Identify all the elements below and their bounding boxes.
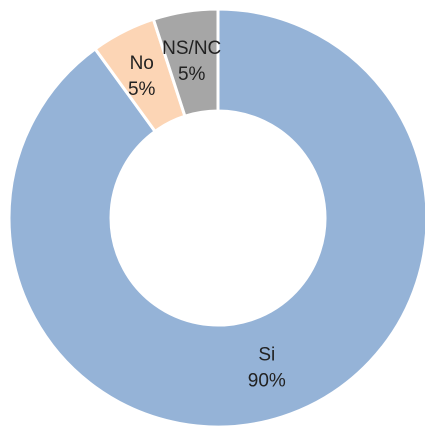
slice-category-label: NS/NC [162,38,221,59]
slice-category-label: No [130,53,154,74]
slice-value-label: 5% [128,79,156,100]
slice [7,7,425,426]
slice-value-label: 90% [248,370,286,391]
slice [151,7,220,119]
slice-value-label: 5% [178,64,206,85]
slice-category-label: Si [258,344,275,365]
